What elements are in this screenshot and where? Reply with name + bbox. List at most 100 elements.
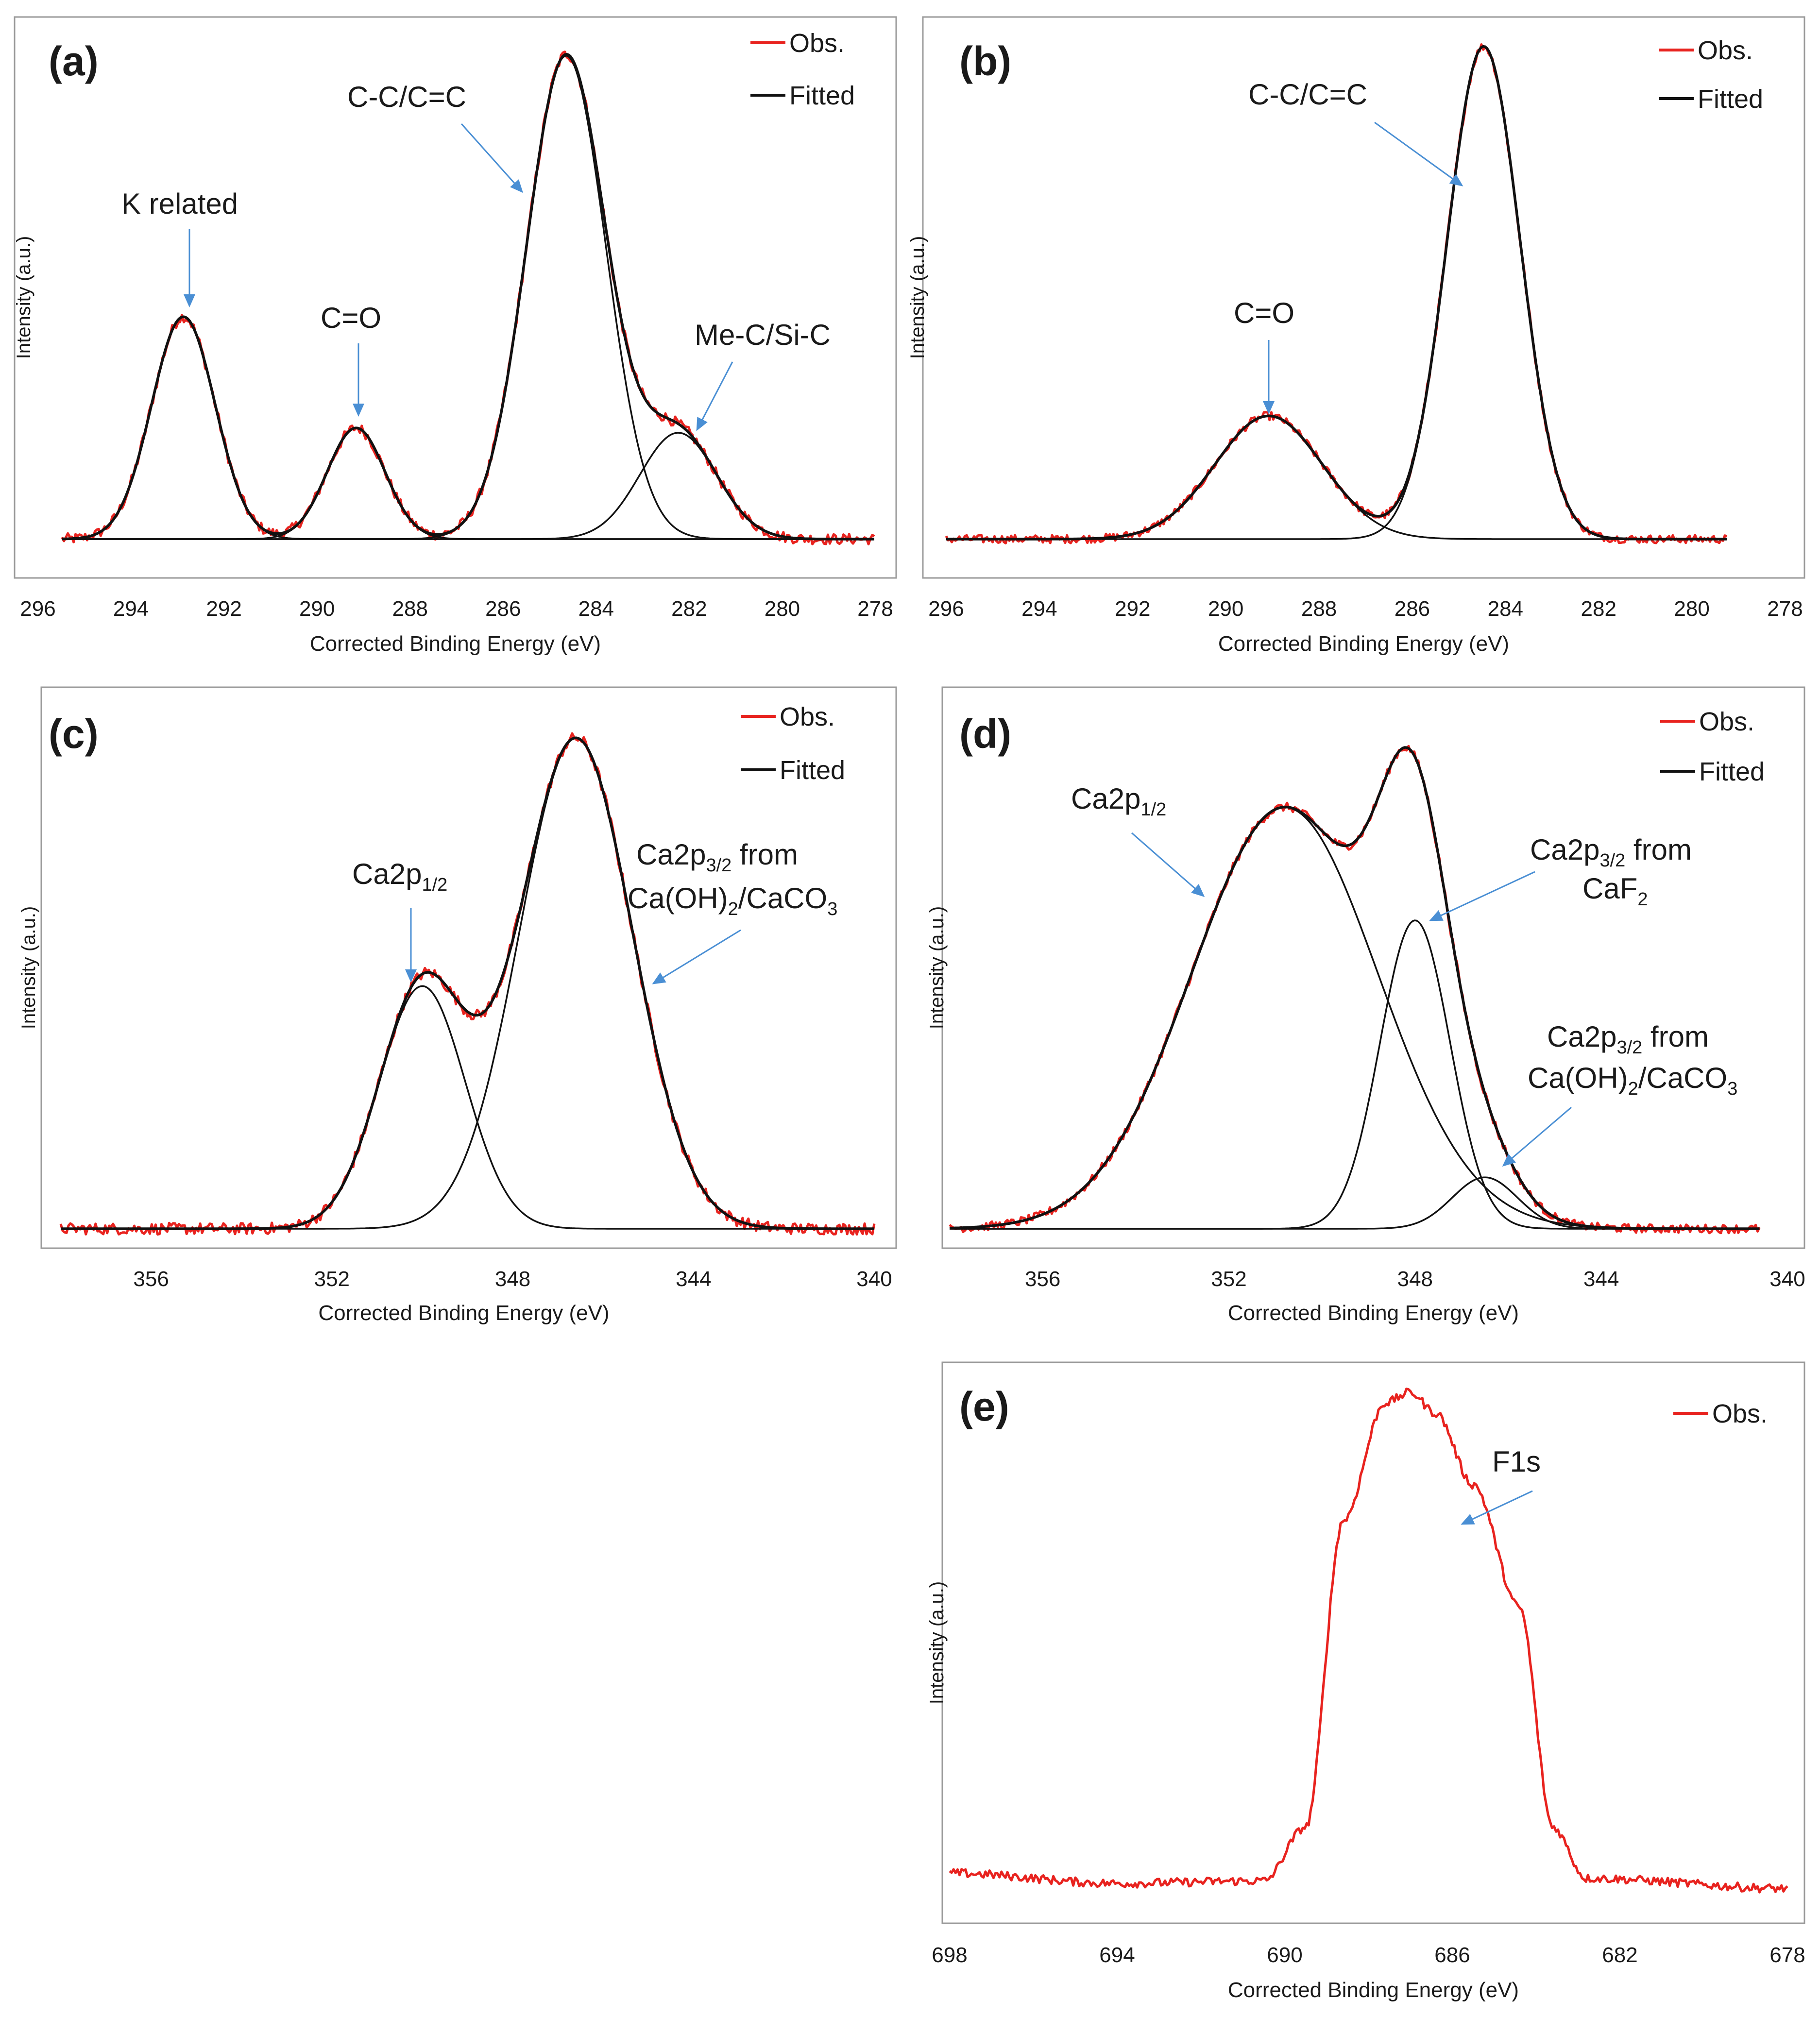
x-tick-label: 344 [676, 1267, 711, 1291]
plot-frame [922, 16, 1805, 579]
panel-letter: (b) [959, 38, 1011, 84]
legend-obs-label: Obs. [780, 702, 835, 731]
x-axis-title: Corrected Binding Energy (eV) [1228, 1978, 1519, 2002]
annotation-text-part: CaF [1582, 872, 1637, 905]
panel-letter: (e) [959, 1384, 1009, 1429]
obs-curve [949, 745, 1761, 1235]
annotation-arrow [1502, 1106, 1572, 1167]
x-tick-label: 292 [1115, 597, 1150, 621]
annotation-text-part: Ca(OH) [628, 882, 728, 915]
peak-annotation: C-C/C=C [1248, 78, 1367, 111]
chart-panel-a: (a) 296 294 292 290 288 286 284 282 280 278 Correct… [13, 16, 897, 656]
panel-letter: (c) [49, 711, 99, 757]
annotation-arrow [696, 361, 733, 431]
x-tick-label: 282 [671, 597, 707, 621]
plot-frame [941, 1361, 1805, 1924]
legend-fitted-label: Fitted [780, 756, 845, 785]
annotation-text-part: C-C/C=C [1248, 78, 1367, 111]
x-tick-label: 286 [1395, 597, 1430, 621]
plot-frame [40, 686, 897, 1249]
x-tick-label: 290 [1208, 597, 1243, 621]
x-tick-label: 296 [928, 597, 964, 621]
annotation-arrow [460, 123, 523, 193]
peak-annotation: F1s [1492, 1445, 1541, 1478]
x-axis-title: Corrected Binding Energy (eV) [1218, 632, 1509, 656]
x-axis-title: Corrected Binding Energy (eV) [318, 1301, 609, 1325]
y-axis-title: Intensity (a.u.) [926, 906, 948, 1029]
peak-annotation: C-C/C=C [347, 81, 466, 113]
x-tick-label: 288 [392, 597, 428, 621]
peak-annotation: Ca2p1/2 [1071, 782, 1166, 820]
legend-fitted-label: Fitted [1699, 757, 1765, 786]
annotation-arrow [1131, 832, 1205, 897]
y-axis-title: Intensity (a.u.) [18, 906, 39, 1029]
annotation-subscript: 2 [1628, 1079, 1638, 1099]
annotation-text-part: Ca2p [1547, 1020, 1616, 1053]
plot-frame [14, 16, 897, 579]
x-tick-label: 698 [932, 1943, 967, 1967]
x-tick-label: 356 [133, 1267, 169, 1291]
annotation-arrow [1429, 871, 1535, 921]
fitted-envelope [949, 746, 1760, 1230]
annotation-arrow [652, 929, 741, 984]
panel-letter: (a) [49, 38, 99, 84]
chart-panel-e: (e) 698 694 690 686 682 678 Corrected Binding E… [926, 1361, 1805, 2002]
x-tick-label: 340 [1769, 1267, 1805, 1291]
x-tick-label: 690 [1267, 1943, 1302, 1967]
annotation-text-part: /CaCO [1638, 1062, 1727, 1094]
x-tick-label: 290 [299, 597, 335, 621]
peak-annotation: Ca(OH)2/CaCO3 [628, 882, 837, 919]
peak-annotation: Ca2p3/2 from [636, 838, 798, 876]
x-tick-label: 284 [1488, 597, 1523, 621]
peak-annotation: CaF2 [1582, 872, 1648, 910]
x-tick-label: 348 [495, 1267, 530, 1291]
chart-panel-b: (b) 296 294 292 290 288 286 284 282 280 278 Correct… [907, 16, 1805, 656]
x-tick-label: 296 [20, 597, 55, 621]
x-tick-label: 348 [1397, 1267, 1433, 1291]
annotation-subscript: 3 [827, 899, 837, 919]
x-tick-label: 282 [1581, 597, 1616, 621]
annotation-arrow [1461, 1490, 1533, 1525]
y-axis-title: Intensity (a.u.) [13, 236, 34, 359]
x-tick-label: 292 [206, 597, 241, 621]
legend-fitted-label: Fitted [1698, 85, 1763, 114]
annotation-text-part: /CaCO [738, 882, 827, 915]
x-tick-label: 284 [578, 597, 614, 621]
panel-letter: (d) [959, 711, 1011, 757]
x-tick-label: 286 [485, 597, 521, 621]
x-tick-label: 352 [1211, 1267, 1246, 1291]
y-axis-title: Intensity (a.u.) [926, 1581, 948, 1704]
annotation-text-part: C=O [1234, 297, 1294, 329]
legend-obs-label: Obs. [789, 29, 845, 58]
annotation-text-part: Ca2p [636, 838, 706, 871]
annotation-text-part: from [731, 838, 798, 871]
peak-annotation: Ca2p3/2 from [1547, 1020, 1709, 1058]
peak-annotation: Me-C/Si-C [695, 319, 831, 351]
x-tick-label: 294 [113, 597, 149, 621]
annotation-subscript: 2 [1637, 889, 1648, 910]
annotation-subscript: 1/2 [422, 875, 447, 895]
legend-obs-label: Obs. [1712, 1399, 1768, 1428]
x-axis-title: Corrected Binding Energy (eV) [1228, 1301, 1519, 1325]
annotation-subscript: 3 [1727, 1079, 1737, 1099]
chart-panel-c: (c) 356 352 348 344 340 Corrected Binding Ener… [18, 686, 897, 1325]
legend-obs-label: Obs. [1699, 707, 1754, 736]
annotation-text-part: Me-C/Si-C [695, 319, 831, 351]
y-axis-title: Intensity (a.u.) [907, 236, 928, 359]
x-tick-label: 682 [1602, 1943, 1637, 1967]
peak-annotation: Ca(OH)2/CaCO3 [1528, 1062, 1737, 1099]
peak-annotation: K related [121, 187, 238, 220]
x-tick-label: 294 [1021, 597, 1057, 621]
peak-annotation: C=O [1234, 297, 1294, 329]
x-tick-label: 356 [1025, 1267, 1060, 1291]
fitted-envelope [946, 45, 1727, 541]
x-tick-label: 278 [857, 597, 893, 621]
annotation-text-part: F1s [1492, 1445, 1541, 1478]
x-tick-label: 278 [1767, 597, 1803, 621]
x-tick-label: 344 [1583, 1267, 1619, 1291]
chart-panel-d: (d) 356 352 348 344 340 Corrected Binding Ener… [926, 686, 1805, 1325]
annotation-text-part: from [1642, 1020, 1709, 1053]
peak-annotation: Ca2p3/2 from [1530, 833, 1692, 871]
x-tick-label: 280 [765, 597, 800, 621]
